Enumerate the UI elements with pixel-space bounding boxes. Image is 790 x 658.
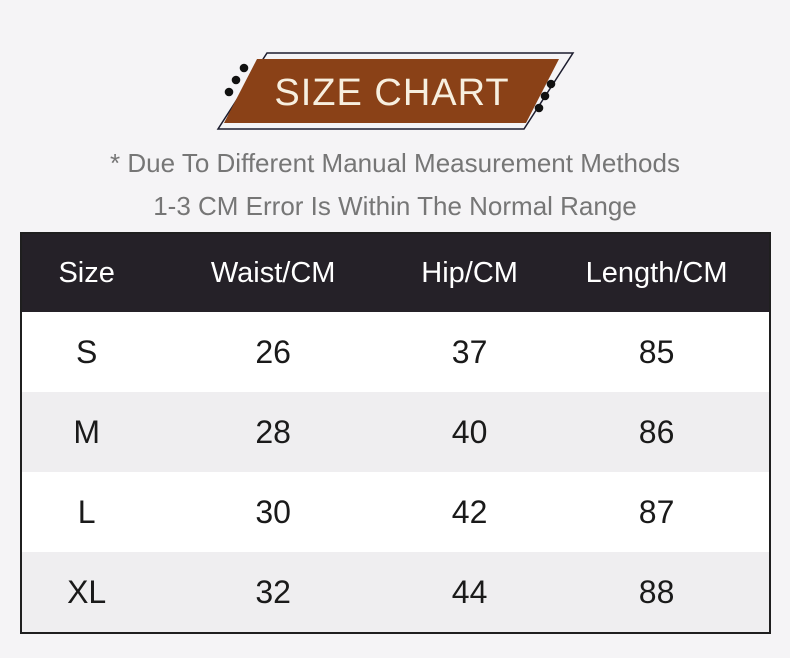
cell-waist: 30 (255, 493, 291, 530)
dot-icon (239, 63, 249, 73)
dot-icon (231, 75, 241, 85)
measurement-disclaimer: * Due To Different Manual Measurement Me… (0, 142, 790, 228)
cell-length: 87 (638, 493, 675, 530)
banner-title: SIZE CHART (274, 72, 509, 114)
header-cell-size: Size (58, 256, 115, 289)
dot-icon (224, 87, 234, 97)
cell-hip: 42 (451, 493, 488, 530)
cell-length: 86 (638, 413, 675, 450)
dot-icon (546, 79, 556, 89)
table-body: S 26 37 85 M 28 40 86 L 30 42 87 XL 32 4… (22, 312, 769, 632)
size-table: Size Waist/CM Hip/CM Length/CM S 26 37 8… (20, 232, 771, 634)
cell-waist: 28 (255, 413, 291, 450)
disclaimer-line-2: 1-3 CM Error Is Within The Normal Range (153, 191, 637, 221)
size-chart-banner: SIZE CHART (216, 52, 575, 130)
cell-hip: 44 (451, 573, 488, 610)
disclaimer-line-1: * Due To Different Manual Measurement Me… (110, 148, 680, 178)
table-header-row: Size Waist/CM Hip/CM Length/CM (22, 234, 769, 312)
header-cell-hip: Hip/CM (421, 256, 518, 289)
dot-icon (540, 91, 550, 101)
banner-shape (224, 59, 559, 123)
header-cell-length: Length/CM (585, 256, 728, 289)
cell-size: XL (67, 573, 107, 610)
table-row-m: M 28 40 86 (22, 392, 769, 472)
cell-size: M (73, 413, 100, 450)
cell-hip: 40 (451, 413, 488, 450)
header-cell-waist: Waist/CM (210, 256, 336, 289)
cell-waist: 26 (255, 333, 291, 370)
cell-hip: 37 (451, 333, 488, 370)
cell-length: 85 (638, 333, 675, 370)
dot-icon (534, 103, 544, 113)
cell-length: 88 (638, 573, 675, 610)
banner-dots-right (534, 79, 556, 113)
table-row-s: S 26 37 85 (22, 312, 769, 392)
table-row-l: L 30 42 87 (22, 472, 769, 552)
cell-size: S (75, 333, 98, 370)
cell-waist: 32 (255, 573, 291, 610)
cell-size: L (77, 493, 96, 530)
banner-dots-left (224, 63, 249, 97)
table-row-xl: XL 32 44 88 (22, 552, 769, 632)
